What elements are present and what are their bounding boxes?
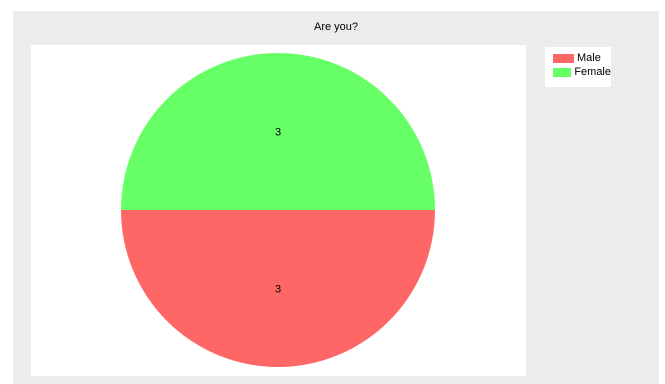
legend-label-female: Female (574, 66, 611, 78)
legend-swatch-male (553, 53, 574, 63)
legend: Male Female (545, 47, 611, 87)
legend-swatch-female (553, 67, 572, 77)
pie-slice-female (121, 53, 435, 210)
chart-title: Are you? (313, 21, 359, 33)
pie-slice-male (121, 210, 435, 367)
slice-value-label-female: 3 (275, 127, 281, 139)
pie-chart: 33 (121, 53, 435, 367)
legend-item-female: Female (553, 65, 611, 79)
legend-label-male: Male (577, 52, 601, 64)
legend-item-male: Male (553, 51, 611, 65)
slice-value-label-male: 3 (275, 284, 281, 296)
